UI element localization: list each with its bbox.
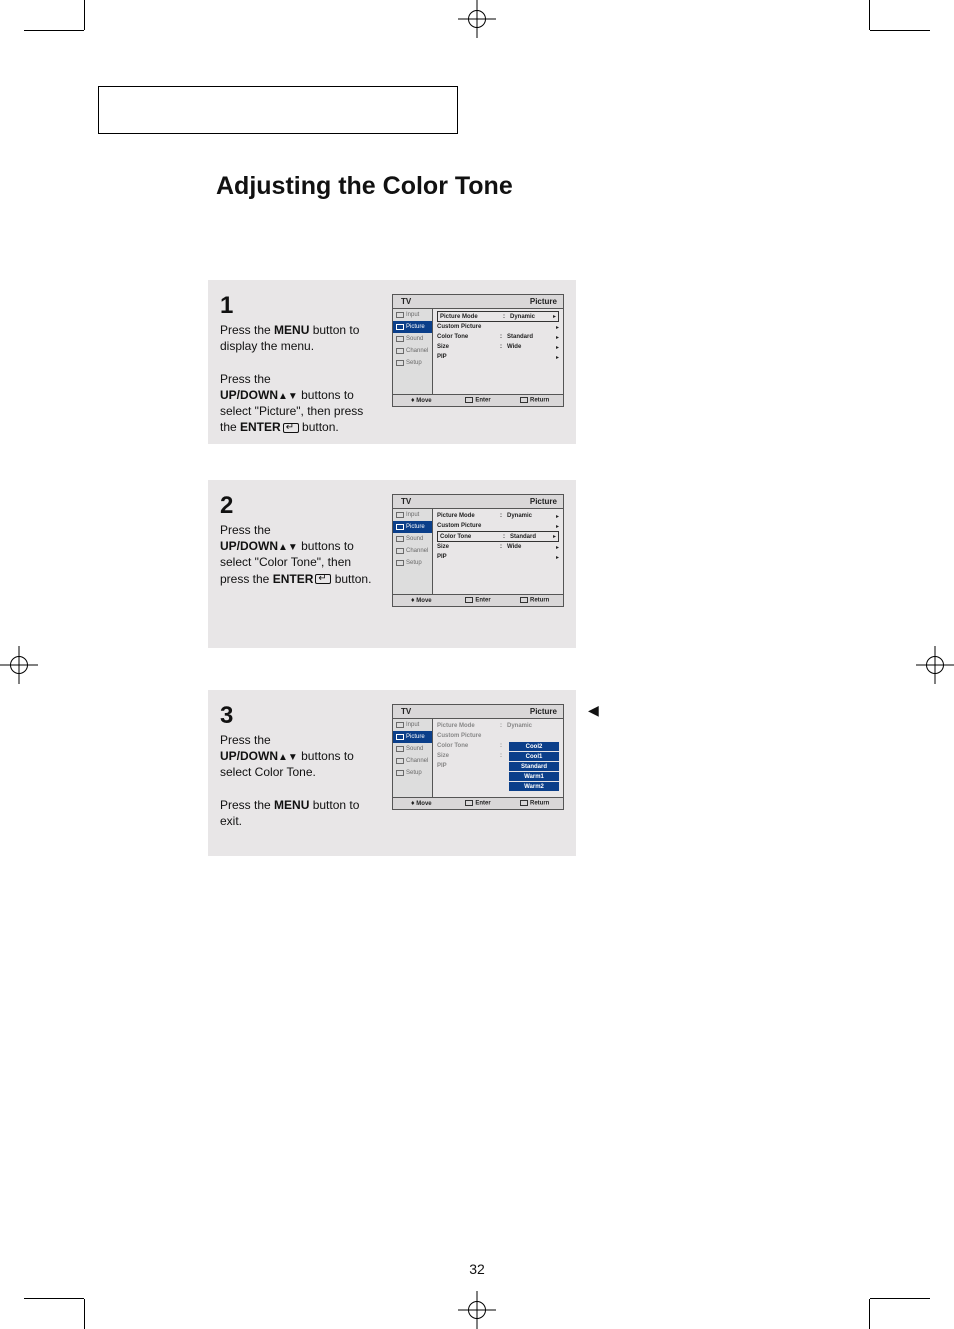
header-frame-box [98,86,458,134]
updown-arrows-icon: ▲▼ [278,392,298,402]
arrow-left-icon: ◀ [588,702,599,719]
step-instruction: Press the MENU button to display the men… [220,322,378,435]
enter-icon [315,574,331,584]
updown-arrows-icon: ▲▼ [278,543,298,553]
arrow-right-icon: ▸ [551,344,559,351]
osd-option: Warm1 [509,772,559,781]
osd-footer: ♦ Move Enter Return [392,395,564,407]
crop-mark [84,1299,85,1329]
arrow-right-icon: ▸ [551,334,559,341]
osd-tv-label: TV [401,297,411,306]
registration-target-icon [922,652,948,678]
enter-icon [283,423,299,433]
osd-row: Size:Wide▸ [437,342,559,352]
arrow-right-icon: ▸ [551,324,559,331]
step-2-panel: 2 Press the UP/DOWN▲▼ buttons to select … [208,480,576,648]
step-instruction: Press the UP/DOWN▲▼ buttons to select "C… [220,522,378,587]
osd-option: Warm2 [509,782,559,791]
crop-mark [84,0,85,30]
enter-icon [465,397,473,403]
osd-row: Custom Picture▸ [437,322,559,332]
setup-icon [396,360,404,366]
osd-option: Standard [509,762,559,771]
osd-row: Picture Mode:Dynamic▸ [437,311,559,322]
osd-screenshot-1: TV Picture Input Picture Sound Channel S… [392,294,564,407]
osd-option: Cool1 [509,752,559,761]
crop-mark [24,1298,84,1299]
osd-sidebar-item: Sound [393,333,432,345]
step-1-panel: 1 Press the MENU button to display the m… [208,280,576,444]
updown-arrows-icon: ▲▼ [278,753,298,763]
osd-sidebar-item: Setup [393,357,432,369]
arrow-right-icon: ▸ [548,313,556,320]
osd-main: Picture Mode:Dynamic▸ Custom Picture▸ Co… [433,309,563,394]
step-instruction: Press the UP/DOWN▲▼ buttons to select Co… [220,732,378,829]
picture-icon [396,324,404,330]
osd-section-label: Picture [530,297,557,306]
step-3-panel: 3 Press the UP/DOWN▲▼ buttons to select … [208,690,576,856]
return-icon [520,397,528,403]
osd-row: Color Tone:Standard▸ [437,332,559,342]
osd-sidebar-item: Input [393,309,432,321]
arrow-right-icon: ▸ [551,354,559,361]
osd-option: Cool2 [509,742,559,751]
registration-target-icon [6,652,32,678]
page-number: 32 [469,1261,485,1277]
channel-icon [396,348,404,354]
crop-mark [24,30,84,31]
crop-mark [869,1299,870,1329]
osd-header: TV Picture [392,294,564,308]
crop-mark [870,30,930,31]
osd-sidebar-item: Channel [393,345,432,357]
registration-target-icon [464,6,490,32]
osd-sidebar: Input Picture Sound Channel Setup [393,309,433,394]
crop-mark [869,0,870,30]
osd-screenshot-3: TVPicture Input Picture Sound Channel Se… [392,704,564,810]
osd-sidebar-item: Picture [393,321,432,333]
registration-target-icon [464,1297,490,1323]
page-title: Adjusting the Color Tone [216,172,513,201]
crop-mark [870,1298,930,1299]
osd-screenshot-2: TVPicture Input Picture Sound Channel Se… [392,494,564,607]
sound-icon [396,336,404,342]
input-icon [396,312,404,318]
osd-row: PIP▸ [437,352,559,362]
